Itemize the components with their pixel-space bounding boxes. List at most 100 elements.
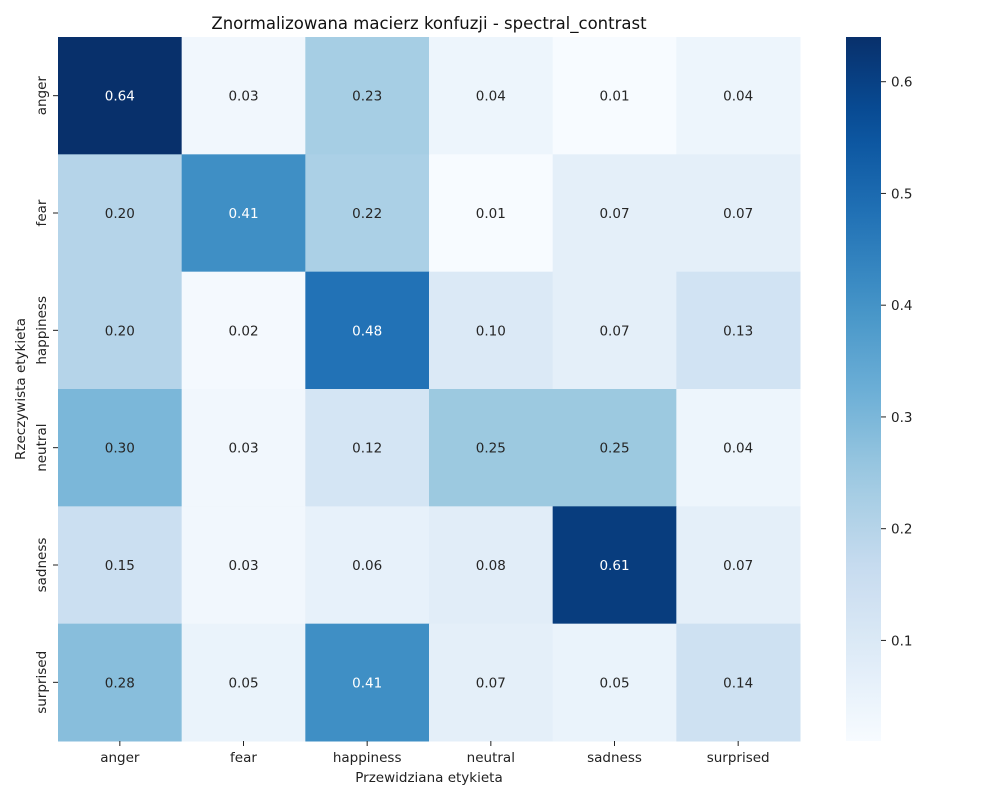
x-axis-ticks: anger fear happiness neutral sadness surprise… xyxy=(100,741,770,766)
colorbar-tick-label: 0.6 xyxy=(891,75,912,91)
y-tick-label: fear xyxy=(34,199,50,226)
heatmap-cell xyxy=(58,271,183,390)
heatmap-cell-value: 0.04 xyxy=(476,89,506,105)
heatmap-cell-value: 0.03 xyxy=(228,89,258,105)
heatmap-cell xyxy=(181,37,306,155)
heatmap-cell xyxy=(58,623,183,742)
y-axis-ticks: anger fear happiness neutral sadness surprise… xyxy=(34,76,58,714)
heatmap-cell-value: 0.64 xyxy=(105,89,135,105)
y-tick-label: happiness xyxy=(34,296,50,365)
heatmap-cell-value: 0.03 xyxy=(228,441,258,457)
heatmap-cell xyxy=(552,623,677,742)
heatmap-cell xyxy=(305,37,430,155)
chart-title: Znormalizowana macierz konfuzji - spectr… xyxy=(211,14,647,34)
x-tick-label: anger xyxy=(100,750,140,766)
heatmap-cell xyxy=(305,506,430,625)
heatmap-cell-value: 0.05 xyxy=(599,675,629,691)
heatmap-cell-value: 0.07 xyxy=(599,323,629,339)
heatmap-cell-value: 0.07 xyxy=(723,206,753,222)
heatmap-cell-value: 0.22 xyxy=(352,206,382,222)
y-axis-label: Rzeczywista etykieta xyxy=(13,318,29,460)
y-tick-label: anger xyxy=(34,76,50,116)
heatmap-cell-value: 0.07 xyxy=(723,558,753,574)
y-tick-label: sadness xyxy=(34,538,50,593)
colorbar-tick-label: 0.1 xyxy=(891,633,912,649)
x-tick-label: sadness xyxy=(587,750,642,766)
heatmap-cell-value: 0.05 xyxy=(228,675,258,691)
heatmap-cell xyxy=(58,37,183,155)
heatmap-cell-value: 0.41 xyxy=(228,206,258,222)
heatmap-cell-value: 0.01 xyxy=(599,89,629,105)
heatmap-cell xyxy=(305,623,430,742)
heatmap-cell-value: 0.08 xyxy=(476,558,506,574)
heatmap-cell xyxy=(181,389,306,507)
colorbar: 0.1 0.2 0.3 0.4 0.5 0.6 xyxy=(846,37,912,741)
heatmap-cell-value: 0.07 xyxy=(476,675,506,691)
heatmap-cell-value: 0.48 xyxy=(352,323,382,339)
heatmap-cell xyxy=(58,154,183,273)
heatmap-cell-value: 0.61 xyxy=(599,558,629,574)
heatmap-cell xyxy=(58,506,183,625)
heatmap-cell xyxy=(181,506,306,625)
heatmap-cell xyxy=(676,37,801,155)
colorbar-tick-label: 0.3 xyxy=(891,410,912,426)
heatmap-cell xyxy=(429,623,554,742)
heatmap-cell xyxy=(429,37,554,155)
heatmap-cell xyxy=(676,389,801,507)
heatmap-cell-value: 0.25 xyxy=(476,441,506,457)
colorbar-gradient xyxy=(846,37,881,741)
heatmap-cell-value: 0.41 xyxy=(352,675,382,691)
heatmap-cells xyxy=(58,37,801,742)
heatmap-cell-value: 0.28 xyxy=(105,675,135,691)
heatmap-cell-value: 0.13 xyxy=(723,323,753,339)
heatmap-cell-value: 0.03 xyxy=(228,558,258,574)
colorbar-tick-label: 0.4 xyxy=(891,298,912,314)
heatmap-cell xyxy=(181,271,306,390)
heatmap-cell-value: 0.04 xyxy=(723,441,753,457)
heatmap-cell xyxy=(429,271,554,390)
heatmap-cell xyxy=(58,389,183,507)
colorbar-tick-label: 0.2 xyxy=(891,522,912,538)
heatmap-cell-value: 0.02 xyxy=(228,323,258,339)
heatmap-cell-value: 0.30 xyxy=(105,441,135,457)
heatmap-cell-value: 0.23 xyxy=(352,89,382,105)
heatmap-cell-value: 0.07 xyxy=(599,206,629,222)
x-tick-label: neutral xyxy=(467,750,515,766)
heatmap-cell xyxy=(305,154,430,273)
heatmap-cell-value: 0.25 xyxy=(599,441,629,457)
colorbar-tick-label: 0.5 xyxy=(891,186,912,202)
heatmap-cell xyxy=(552,389,677,507)
heatmap-cell xyxy=(181,623,306,742)
heatmap-cell xyxy=(552,506,677,625)
heatmap-cell xyxy=(552,271,677,390)
heatmap-cell xyxy=(676,271,801,390)
heatmap-cell xyxy=(429,506,554,625)
x-tick-label: surprised xyxy=(707,750,770,766)
heatmap-cell xyxy=(305,389,430,507)
heatmap-cell xyxy=(676,506,801,625)
heatmap-cell-value: 0.01 xyxy=(476,206,506,222)
heatmap-cell-value: 0.20 xyxy=(105,206,135,222)
y-tick-label: surprised xyxy=(34,651,50,714)
heatmap-cell-value: 0.14 xyxy=(723,675,753,691)
heatmap-cell xyxy=(552,37,677,155)
heatmap-cell xyxy=(552,154,677,273)
x-tick-label: happiness xyxy=(333,750,402,766)
heatmap-cell-value: 0.15 xyxy=(105,558,135,574)
heatmap-cell-value: 0.04 xyxy=(723,89,753,105)
heatmap-cell-value: 0.20 xyxy=(105,323,135,339)
heatmap-cell xyxy=(181,154,306,273)
heatmap-cell-labels: 0.64 0.03 0.23 0.04 0.01 0.04 0.20 0.41 0.22 0.01… xyxy=(105,89,753,692)
heatmap-cell xyxy=(429,389,554,507)
heatmap-cell xyxy=(676,154,801,273)
heatmap-cell xyxy=(676,623,801,742)
heatmap-cell xyxy=(429,154,554,273)
heatmap-cell-value: 0.10 xyxy=(476,323,506,339)
x-axis-label: Przewidziana etykieta xyxy=(355,770,502,786)
x-tick-label: fear xyxy=(230,750,257,766)
y-tick-label: neutral xyxy=(34,424,50,472)
heatmap-cell-value: 0.12 xyxy=(352,441,382,457)
heatmap-cell-value: 0.06 xyxy=(352,558,382,574)
heatmap-cell xyxy=(305,271,430,390)
